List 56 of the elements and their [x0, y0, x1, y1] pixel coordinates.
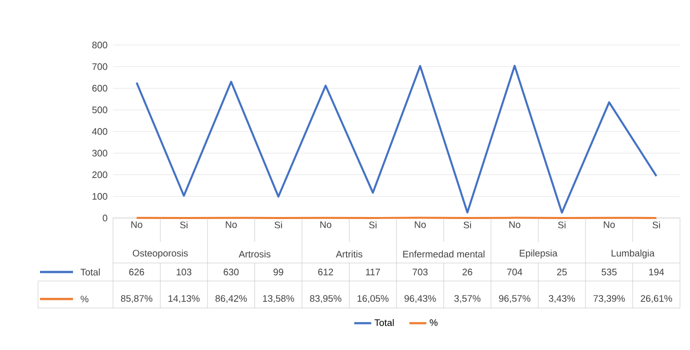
- data-label: 13,58%: [263, 295, 294, 303]
- x-tick-label: No: [131, 221, 142, 228]
- x-tick-label: Si: [369, 221, 376, 228]
- data-label: 83,95%: [310, 295, 342, 303]
- y-tick-label: 500: [92, 106, 108, 114]
- x-tick-label: No: [226, 221, 237, 228]
- data-label: 25: [557, 268, 567, 276]
- text: Enfermedad mental: [403, 250, 484, 258]
- data-label: 16,05%: [358, 295, 389, 303]
- data-label: 99: [274, 268, 284, 276]
- x-tick-label: Si: [558, 221, 566, 228]
- y-tick-label: 100: [92, 193, 108, 200]
- data-label: 73,39%: [594, 295, 625, 303]
- text: Osteoporosis: [132, 250, 188, 258]
- x-tick-label: No: [414, 221, 426, 228]
- text: Artrosis: [238, 250, 270, 258]
- data-label: 26,61%: [640, 295, 672, 303]
- text: %: [430, 319, 438, 326]
- text: Lumbalgia: [612, 250, 655, 258]
- y-tick-label: 700: [92, 63, 108, 70]
- y-tick-label: 800: [92, 42, 108, 48]
- text: Total: [374, 319, 394, 326]
- data-label: 86,42%: [215, 295, 247, 303]
- line-series: [136, 64, 658, 214]
- data-label: 630: [224, 268, 239, 276]
- data-label: 14,13%: [168, 295, 200, 303]
- data-label: 535: [602, 268, 617, 276]
- text: Epilepsia: [520, 250, 558, 258]
- data-label: 3,43%: [548, 295, 575, 303]
- y-tick-label: 600: [92, 84, 108, 92]
- x-tick-label: No: [320, 221, 332, 228]
- data-label: 96,43%: [404, 295, 436, 303]
- text: Artritis: [336, 250, 362, 258]
- data-label: 704: [507, 268, 522, 276]
- x-tick-label: Si: [464, 221, 471, 228]
- data-label: 96,57%: [499, 295, 530, 303]
- data-label: 626: [129, 268, 144, 276]
- data-label: 26: [462, 268, 472, 276]
- x-tick-label: Si: [274, 221, 282, 228]
- data-label: 85,87%: [120, 295, 152, 303]
- data-label: 3,57%: [454, 295, 480, 303]
- data-label: 194: [649, 268, 664, 276]
- data-label: 612: [318, 268, 334, 276]
- x-tick-label: Si: [652, 221, 660, 228]
- data-label: 103: [176, 268, 192, 276]
- y-tick-label: 200: [92, 171, 108, 178]
- y-tick-label: 0: [102, 214, 108, 222]
- y-tick-label: 400: [92, 128, 108, 135]
- data-label: 703: [412, 268, 428, 276]
- x-tick-label: Si: [180, 221, 188, 228]
- x-tick-label: No: [509, 221, 520, 228]
- data-label: 117: [366, 268, 380, 276]
- x-tick-label: No: [604, 221, 615, 228]
- legend-label: %: [80, 296, 88, 302]
- legend-label: Total: [80, 268, 100, 276]
- y-tick-label: 300: [92, 150, 108, 156]
